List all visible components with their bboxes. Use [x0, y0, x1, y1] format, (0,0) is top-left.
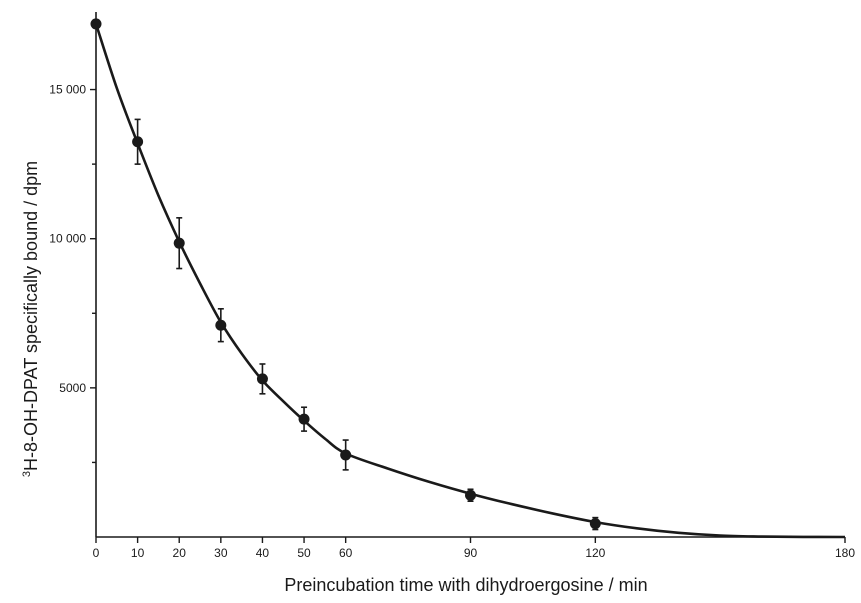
fit-curve	[94, 23, 846, 539]
data-point-group	[298, 406, 310, 432]
x-tick-label: 120	[585, 546, 605, 560]
x-tick-label: 30	[214, 546, 228, 560]
axes	[95, 12, 845, 538]
y-axis-title: 3H-8-OH-DPAT specifically bound / dpm	[21, 161, 41, 477]
data-point-group	[90, 18, 102, 30]
data-points-layer	[90, 18, 601, 531]
data-point	[465, 489, 476, 501]
x-tick-label: 10	[131, 546, 145, 560]
data-point	[132, 136, 144, 148]
x-tick-label: 40	[256, 546, 270, 560]
data-point	[298, 413, 310, 425]
data-point	[340, 449, 352, 461]
y-axis-title-superscript: 3	[21, 471, 33, 477]
data-point	[215, 319, 227, 331]
y-tick-label: 5000	[59, 381, 86, 395]
data-point-group	[132, 118, 144, 165]
data-point	[589, 518, 601, 530]
data-point	[256, 373, 268, 385]
data-point-group	[340, 439, 352, 471]
y-tick-label: 10 000	[49, 232, 86, 246]
x-axis-title: Preincubation time with dihydroergosine …	[284, 575, 647, 595]
fit-curve-layer	[94, 23, 846, 539]
x-tick-label: 0	[93, 546, 100, 560]
data-point-group	[173, 217, 185, 270]
data-point-group	[256, 363, 268, 395]
data-point-group	[465, 488, 476, 503]
y-axis-title-text: H-8-OH-DPAT specifically bound / dpm	[21, 161, 41, 471]
data-point	[173, 237, 185, 249]
x-tick-label: 90	[464, 546, 478, 560]
x-tick-label: 60	[339, 546, 353, 560]
data-point-group	[215, 308, 227, 343]
ticks: 0 10 20 30 40 50 60 90 120 180 5000 10 000 15 000	[49, 83, 855, 560]
x-tick-label: 180	[835, 546, 855, 560]
data-point-group	[589, 516, 601, 531]
x-tick-label: 20	[173, 546, 187, 560]
x-tick-label: 50	[297, 546, 311, 560]
y-tick-label: 15 000	[49, 83, 86, 97]
data-point	[90, 18, 102, 30]
